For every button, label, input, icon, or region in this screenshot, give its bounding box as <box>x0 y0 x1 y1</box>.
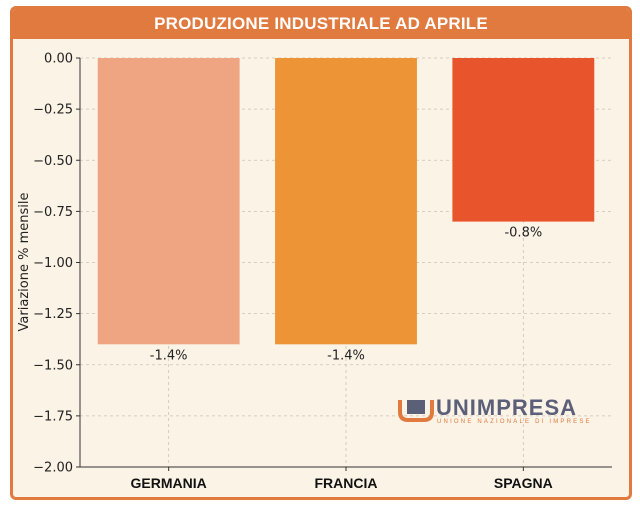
y-tick-label: −1.25 <box>33 307 73 322</box>
bars <box>97 58 595 345</box>
y-tick-label: −1.50 <box>33 358 73 373</box>
category-label: GERMANIA <box>131 475 207 491</box>
y-tick-label: −1.00 <box>33 256 73 271</box>
y-axis-label: Variazione % mensile <box>17 193 32 332</box>
logo-u-shape <box>398 400 434 422</box>
y-tick-label: −0.75 <box>33 205 73 220</box>
bar-germania <box>97 58 240 345</box>
y-tick-label: 0.00 <box>44 52 73 67</box>
logo-tagline: UNIONE NAZIONALE DI IMPRESE <box>437 419 592 425</box>
title-bar: PRODUZIONE INDUSTRIALE AD APRILE <box>13 9 629 39</box>
unimpresa-logo: UNIMPRESA UNIONE NAZIONALE DI IMPRESE <box>398 395 592 425</box>
x-axis-categories: GERMANIA FRANCIA SPAGNA <box>131 467 553 491</box>
chart-title: PRODUZIONE INDUSTRIALE AD APRILE <box>154 14 488 33</box>
y-tick-label: −1.75 <box>33 409 73 424</box>
bar-francia <box>275 58 417 345</box>
y-tick-label: −0.50 <box>33 154 73 169</box>
category-label: SPAGNA <box>494 475 553 491</box>
logo-name: UNIMPRESA <box>436 395 577 420</box>
category-label: FRANCIA <box>315 475 378 491</box>
y-axis-ticks: 0.00 −0.25 −0.50 −0.75 −1.00 −1.25 −1.50 −1.75 −… <box>33 52 80 476</box>
logo-flag-icon <box>407 400 425 414</box>
data-label: -0.8% <box>504 226 542 241</box>
data-label: -1.4% <box>327 348 365 363</box>
data-labels: -1.4% -1.4% -0.8% <box>150 226 542 364</box>
bar-spagna <box>452 58 595 222</box>
data-label: -1.4% <box>150 348 188 363</box>
y-tick-label: −2.00 <box>33 461 73 476</box>
y-tick-label: −0.25 <box>33 103 73 118</box>
